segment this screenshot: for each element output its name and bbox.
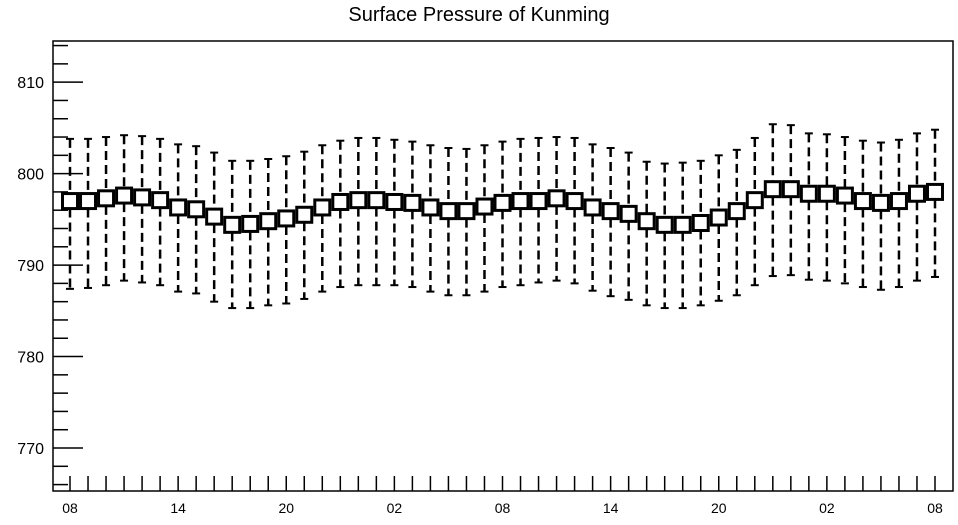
box: [907, 184, 926, 203]
box: [133, 188, 152, 207]
box: [295, 205, 314, 224]
box: [61, 192, 79, 211]
box: [205, 207, 224, 226]
box: [367, 191, 386, 210]
x-tick-label: 14: [170, 500, 186, 516]
box: [781, 180, 800, 199]
box: [926, 182, 944, 201]
box: [457, 202, 476, 221]
y-tick-label: 770: [17, 441, 44, 458]
box: [601, 202, 620, 221]
box-series: [61, 123, 944, 310]
box: [475, 197, 494, 216]
y-axis: 770 780 790 800 810: [17, 44, 83, 486]
box: [637, 212, 656, 231]
box: [349, 191, 368, 210]
box: [655, 215, 674, 234]
box: [385, 192, 404, 211]
x-tick-label: 14: [603, 500, 619, 516]
x-axis: 08 14 20 02 08 14 20 02 08: [62, 476, 943, 516]
chart-title: Surface Pressure of Kunming: [348, 4, 610, 26]
box: [673, 215, 692, 234]
x-tick-label: 02: [819, 500, 835, 516]
box: [313, 198, 332, 217]
box: [511, 192, 530, 211]
box: [583, 198, 602, 217]
box: [277, 209, 296, 228]
box: [691, 214, 710, 233]
x-tick-label: 08: [927, 500, 943, 516]
box: [853, 192, 872, 211]
x-tick-label: 20: [278, 500, 294, 516]
box: [151, 191, 170, 210]
box: [547, 189, 566, 208]
x-tick-label: 20: [711, 500, 727, 516]
box: [241, 214, 260, 233]
box: [529, 192, 548, 211]
box: [709, 208, 728, 227]
box: [223, 215, 242, 234]
box: [727, 202, 746, 221]
box: [439, 202, 458, 221]
box: [331, 192, 350, 211]
x-tick-label: 08: [62, 500, 78, 516]
box: [115, 186, 134, 205]
y-tick-label: 810: [17, 75, 44, 92]
box: [619, 204, 638, 223]
box: [817, 184, 836, 203]
box: [187, 200, 206, 219]
box: [745, 191, 764, 210]
box: [889, 192, 908, 211]
box: [169, 198, 188, 217]
plot-frame: [52, 40, 954, 492]
box: [97, 189, 116, 208]
y-tick-label: 800: [17, 167, 44, 184]
box: [799, 184, 818, 203]
box: [493, 193, 512, 212]
box: [79, 192, 98, 211]
box: [835, 186, 854, 205]
box: [565, 192, 584, 211]
box: [871, 193, 890, 212]
y-tick-label: 790: [17, 258, 44, 275]
box: [421, 198, 440, 217]
box: [403, 193, 422, 212]
x-tick-label: 08: [495, 500, 511, 516]
box: [259, 212, 278, 231]
y-tick-label: 780: [17, 350, 44, 367]
box: [763, 180, 782, 199]
x-tick-label: 02: [387, 500, 403, 516]
